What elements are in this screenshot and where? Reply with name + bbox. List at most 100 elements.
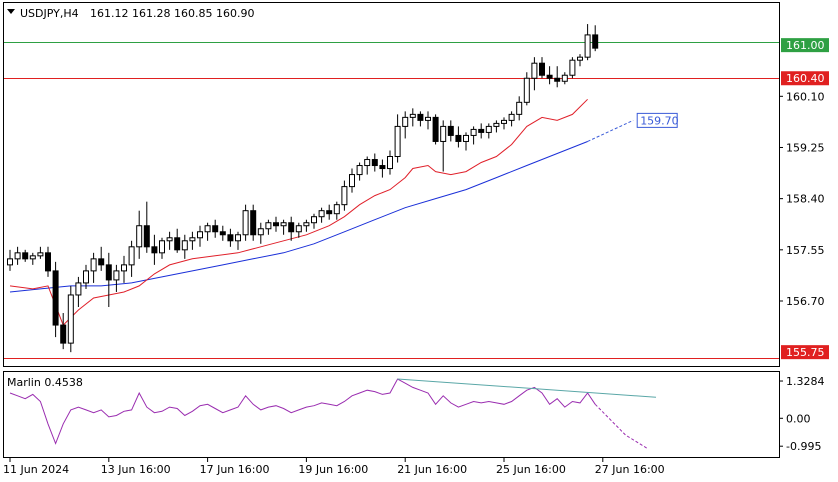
candle[interactable] (22, 249, 29, 262)
candle[interactable] (197, 225, 203, 247)
candle[interactable] (136, 210, 143, 259)
candle[interactable] (318, 207, 325, 223)
candle[interactable] (113, 264, 120, 292)
candle[interactable] (60, 313, 67, 350)
candle[interactable] (67, 285, 74, 353)
candle[interactable] (166, 231, 173, 250)
candle-body (219, 231, 226, 236)
candle[interactable] (333, 201, 340, 220)
time-tick-label: 13 Jun 16:00 (101, 463, 171, 476)
candle[interactable] (523, 72, 530, 106)
candle[interactable] (303, 219, 310, 232)
candle[interactable] (341, 180, 348, 211)
candle[interactable] (128, 240, 135, 277)
candle[interactable] (455, 126, 462, 148)
candle[interactable] (189, 231, 196, 250)
candle[interactable] (508, 111, 515, 127)
candle[interactable] (37, 246, 44, 259)
candle[interactable] (577, 54, 583, 67)
candle[interactable] (364, 156, 371, 175)
candle[interactable] (29, 252, 36, 265)
candle[interactable] (265, 219, 272, 235)
candle[interactable] (98, 246, 105, 271)
candle[interactable] (280, 219, 287, 235)
candle[interactable] (417, 111, 424, 127)
candle[interactable] (349, 168, 355, 193)
candle[interactable] (45, 246, 51, 277)
candle-body (90, 258, 97, 272)
candle[interactable] (463, 132, 469, 151)
candle[interactable] (592, 25, 599, 52)
candle[interactable] (52, 261, 59, 338)
candle[interactable] (584, 24, 591, 61)
candle[interactable] (75, 276, 82, 308)
candle[interactable] (326, 204, 333, 220)
candle[interactable] (478, 123, 485, 139)
triangle-down-icon[interactable] (7, 9, 15, 14)
candle[interactable] (273, 216, 279, 232)
candle[interactable] (394, 114, 401, 163)
candle[interactable] (121, 255, 127, 283)
candle-body (326, 210, 333, 215)
price-tick-label: 160.10 (786, 90, 825, 103)
candle[interactable] (539, 57, 545, 79)
candle[interactable] (181, 234, 188, 259)
candle[interactable] (159, 237, 165, 259)
candle[interactable] (257, 222, 264, 244)
candle[interactable] (250, 204, 257, 241)
candle[interactable] (90, 252, 97, 283)
candle[interactable] (83, 264, 89, 289)
candle-body (417, 113, 424, 121)
candle[interactable] (235, 231, 241, 250)
candle[interactable] (554, 66, 561, 88)
candle[interactable] (440, 120, 447, 172)
candle[interactable] (295, 222, 302, 238)
candle-body (159, 240, 165, 254)
projection-tag-box (636, 112, 678, 128)
oscillator-trendline[interactable] (397, 378, 657, 398)
candle-body (265, 222, 272, 230)
candle[interactable] (212, 219, 219, 238)
candle[interactable] (227, 228, 234, 247)
candle[interactable] (470, 126, 477, 145)
candle[interactable] (501, 117, 507, 130)
candle[interactable] (356, 162, 363, 181)
candle[interactable] (174, 228, 181, 253)
candle[interactable] (485, 123, 492, 139)
candle[interactable] (387, 150, 393, 175)
candle[interactable] (151, 234, 158, 265)
candle[interactable] (447, 120, 454, 142)
candle[interactable] (219, 225, 226, 241)
candle-body (546, 74, 553, 79)
candle[interactable] (569, 57, 576, 79)
candle-body (295, 225, 302, 233)
candle[interactable] (14, 246, 21, 265)
fast-ma-line (9, 98, 588, 326)
projection-line[interactable] (587, 119, 634, 142)
candle[interactable] (531, 57, 538, 91)
candle-body (394, 125, 401, 158)
candle-body (523, 77, 530, 103)
price-panel[interactable] (3, 2, 780, 367)
candle[interactable] (371, 153, 378, 172)
candle[interactable] (7, 249, 13, 271)
candle[interactable] (143, 201, 150, 253)
candle[interactable] (409, 108, 416, 127)
candle[interactable] (516, 96, 523, 121)
candle[interactable] (493, 120, 500, 133)
candle[interactable] (311, 213, 317, 229)
candle[interactable] (379, 159, 386, 178)
candle[interactable] (242, 204, 249, 241)
candle[interactable] (432, 114, 439, 145)
candle-body (166, 237, 173, 242)
candle[interactable] (204, 222, 211, 241)
candle[interactable] (546, 66, 553, 85)
candle[interactable] (425, 111, 431, 130)
candle[interactable] (288, 216, 295, 241)
candle[interactable] (561, 72, 568, 85)
oscillator-projection[interactable] (594, 403, 649, 450)
candle[interactable] (105, 252, 112, 308)
oscillator-panel[interactable] (3, 371, 780, 458)
candle[interactable] (402, 111, 409, 139)
